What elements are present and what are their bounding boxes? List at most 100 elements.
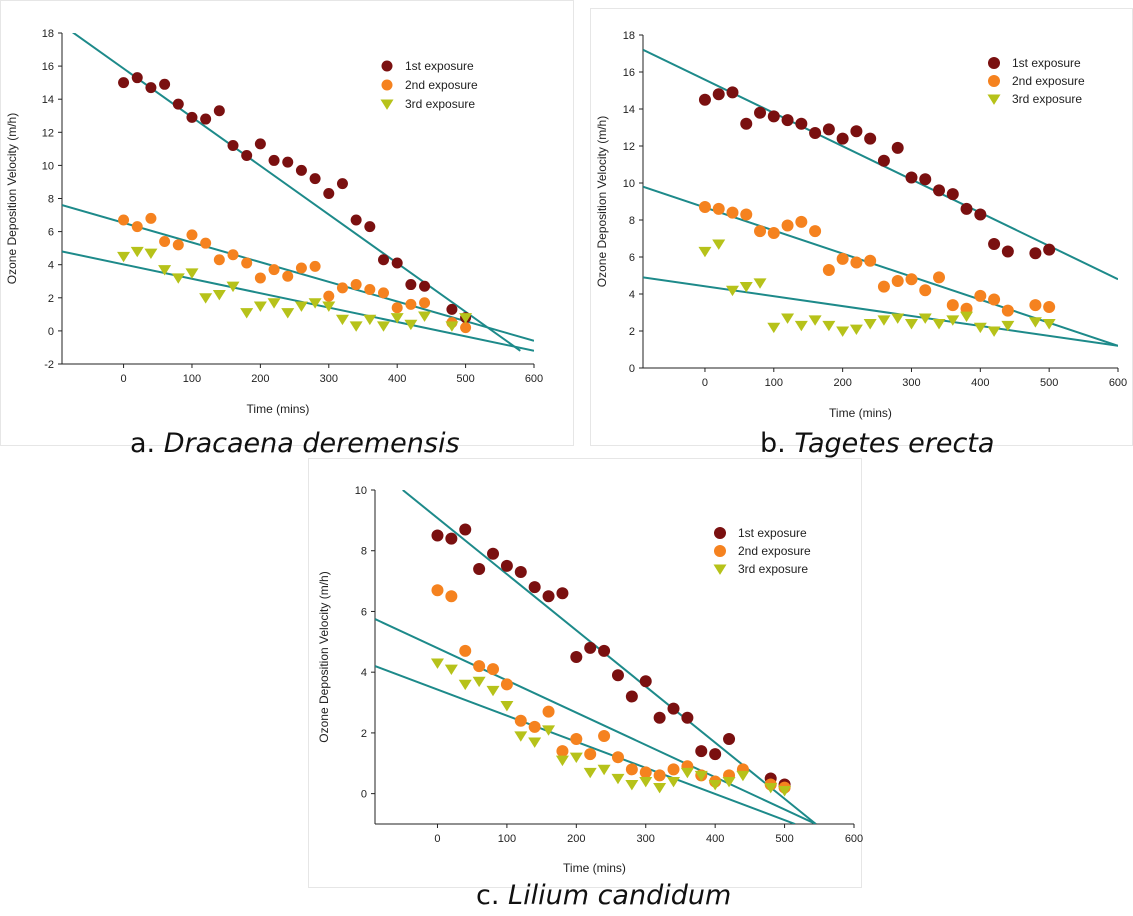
x-tick-label: 200 [833,377,851,389]
data-point [282,270,294,282]
data-point [988,238,1001,251]
data-point [583,767,597,779]
data-point [570,651,583,663]
data-point [213,254,225,266]
data-point [445,590,458,603]
data-point [781,114,794,127]
data-point [667,776,681,788]
data-point [973,322,987,334]
y-axis-label: Ozone Deposition Velocity (m/h) [595,116,609,287]
data-point [309,173,321,185]
caption-species: Lilium candidum [508,880,732,911]
data-point [808,315,822,326]
data-point [295,164,307,176]
data-point [309,260,321,272]
legend-marker [713,564,727,575]
data-point [514,714,527,727]
data-point [722,776,736,788]
data-point [611,773,625,785]
y-axis-label: Ozone Deposition Velocity (m/h) [317,571,331,742]
data-point [740,208,753,221]
legend-marker [987,94,1001,105]
data-point [295,262,307,274]
data-point [350,214,362,226]
y-tick-label: 0 [629,363,635,375]
series-2nd-exposure [431,584,791,794]
data-point [391,257,403,269]
series-2nd-exposure [698,201,1056,317]
series-1st-exposure [698,86,1056,260]
data-point [667,763,680,776]
fit-line [375,665,796,824]
legend-label: 2nd exposure [1012,74,1085,88]
data-point [294,301,308,312]
data-point [335,314,349,326]
y-tick-label: 10 [42,160,54,172]
data-point [254,138,266,150]
caption-dracaena: a. Dracaena deremensis [130,428,460,459]
chart-panel-dracaena: -2 0 2 4 6 8 10 12 14 16 18 0 100 200 300 400 500 600 Time… [0,0,572,444]
data-point [404,319,418,331]
data-point [611,669,624,682]
data-point [988,293,1001,306]
data-point [767,322,781,334]
y-tick-label: 16 [42,61,54,73]
data-point [268,154,280,166]
data-point [726,206,739,219]
data-point [598,729,611,742]
x-tick-label: 100 [183,373,201,385]
data-point [695,745,708,758]
chart-panel-lilium: 0 2 4 6 8 10 0 100 200 300 400 500 600 Time (mins) Ozo… [308,458,863,886]
data-point [226,281,240,293]
data-point [726,86,739,99]
data-point [172,98,184,110]
data-point [1028,317,1042,328]
data-point [905,171,918,184]
data-point [240,308,254,319]
data-point [1043,300,1056,313]
data-point [712,88,725,101]
data-point [117,251,131,263]
data-point [877,315,891,326]
data-point [739,282,753,293]
data-point [794,320,808,332]
data-point [241,257,253,269]
fit-line [402,490,817,824]
data-point [268,264,280,276]
data-point [667,702,680,715]
data-point [712,239,726,250]
data-point [960,311,974,323]
data-point [919,173,932,186]
data-point [419,280,431,292]
data-point [444,664,458,675]
panel-frame-a [0,0,574,446]
data-point [118,77,130,89]
legend-label: 3rd exposure [405,97,475,111]
data-point [891,313,905,324]
caption-tagetes: b. Tagetes erecta [760,428,994,459]
data-point [542,590,555,603]
x-tick-label: 600 [845,833,863,845]
data-point [118,214,130,226]
data-point [877,280,890,293]
data-point [514,565,527,578]
data-point [336,282,348,294]
y-tick-label: 0 [361,789,367,801]
x-axis-label: Time (mins) [563,861,626,875]
data-point [528,581,541,594]
data-point [653,711,666,724]
data-point [542,705,555,718]
y-tick-label: 10 [623,178,635,190]
data-point [185,268,199,279]
data-point [308,298,322,309]
caption-lilium: c. Lilium candidum [476,880,731,911]
y-tick-label: 12 [42,127,54,139]
data-point [891,275,904,288]
chart-svg-tagetes: 0 2 4 6 8 10 12 14 16 18 0 100 200 300 400 500 600 Time (… [595,30,1127,420]
data-point [390,313,404,324]
data-point [430,658,444,669]
legend-marker [381,79,393,91]
data-point [186,229,198,241]
data-point [212,289,226,301]
data-point [597,764,611,776]
